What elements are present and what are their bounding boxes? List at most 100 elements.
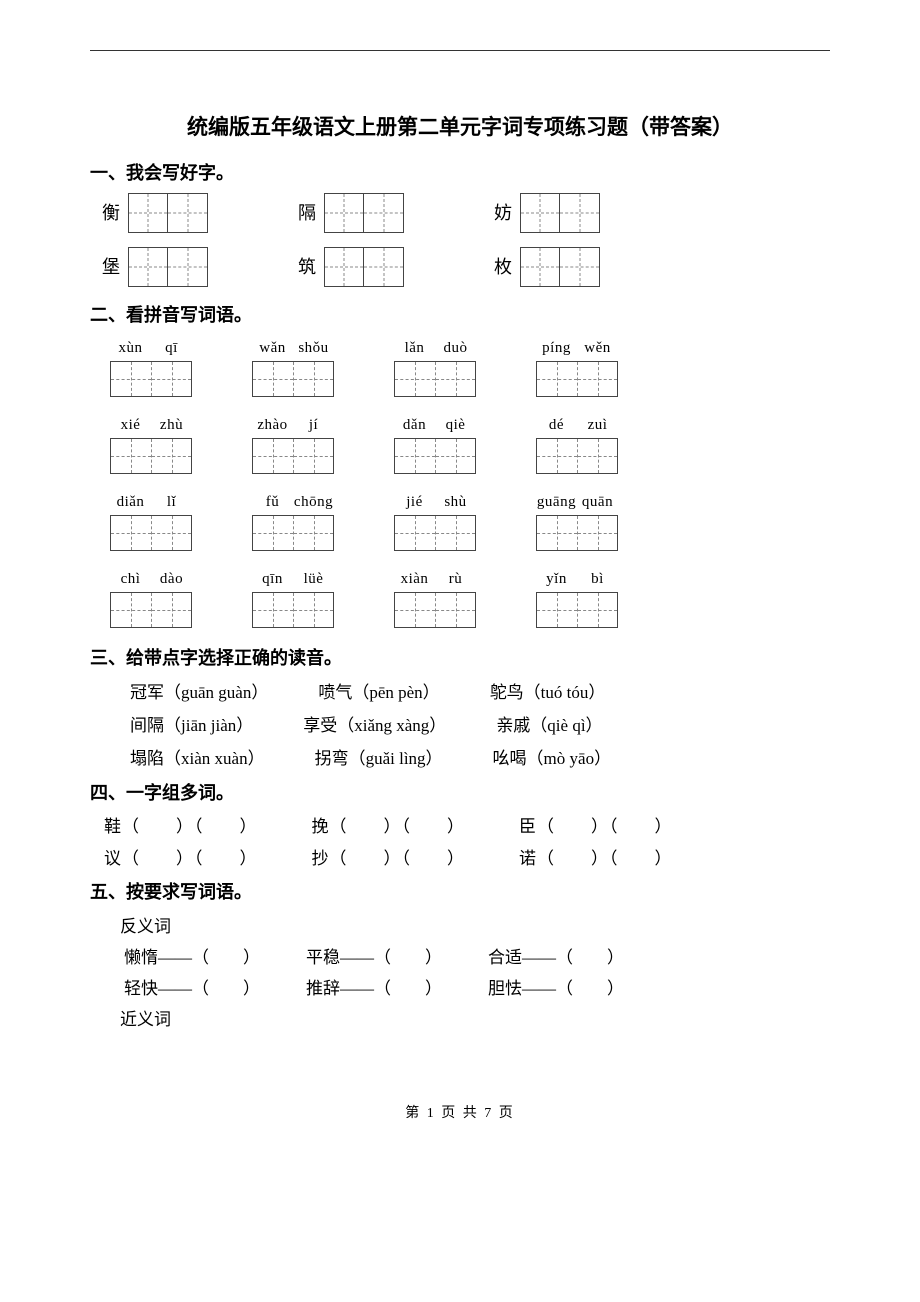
pinyin-syllable: lǎn xyxy=(394,336,435,360)
pinyin-syllable: duò xyxy=(435,336,476,360)
reading-choice-item: 鸵鸟（tuó tóu） xyxy=(490,679,606,706)
antonym-item: 合适——（ ） xyxy=(488,944,624,971)
pinyin-syllable: lǐ xyxy=(151,490,192,514)
sec2-row: chìdào qīnlüè xiànrù yǐnbì xyxy=(110,567,830,628)
write-box xyxy=(536,361,618,397)
sec4-row: 议（ ）（ ）抄（ ）（ ）诺（ ）（ ） xyxy=(104,845,830,872)
sec2-row: xiézhù zhàojí dǎnqiè dézuì xyxy=(110,413,830,474)
tian-pair xyxy=(128,193,208,233)
sec3-row: 塌陷（xiàn xuàn） 拐弯（guǎi lìng） 吆喝（mò yāo） xyxy=(130,745,830,772)
sec1-char: 堡 xyxy=(102,253,120,282)
pinyin-syllable: qīn xyxy=(252,567,293,591)
write-box xyxy=(394,592,476,628)
sec5-row: 懒惰——（ ） 平稳——（ ） 合适——（ ） xyxy=(124,944,830,971)
sec5-row: 轻快——（ ）推辞——（ ）胆怯——（ ） xyxy=(124,975,830,1002)
pinyin-syllable: guāng xyxy=(536,490,577,514)
section4-body: 鞋（ ）（ ）挽（ ）（ ）臣（ ）（ ）议（ ）（ ）抄（ ）（ ）诺（ ）（… xyxy=(104,813,830,871)
pinyin-labels: qīnlüè xyxy=(252,567,334,591)
pinyin-labels: jiéshù xyxy=(394,490,476,514)
pinyin-syllable: diǎn xyxy=(110,490,151,514)
word-form-item: 抄（ ）（ ） xyxy=(312,845,466,872)
write-box xyxy=(536,592,618,628)
section5-body: 反义词 懒惰——（ ）平稳——（ ）合适——（ ）轻快——（ ）推辞——（ ）胆… xyxy=(104,913,830,1034)
pinyin-group: xiànrù xyxy=(394,567,476,628)
pinyin-syllable: shù xyxy=(435,490,476,514)
sec5-sub1: 反义词 xyxy=(120,913,830,940)
tian-pair xyxy=(520,193,600,233)
pinyin-syllable: píng xyxy=(536,336,577,360)
pinyin-labels: guāngquān xyxy=(536,490,618,514)
section2-heading: 二、看拼音写词语。 xyxy=(90,301,830,330)
pinyin-group: fǔchōng xyxy=(252,490,334,551)
pinyin-labels: fǔchōng xyxy=(252,490,334,514)
pinyin-syllable: wǎn xyxy=(252,336,293,360)
sec1-char: 妨 xyxy=(494,199,512,228)
pinyin-labels: píngwěn xyxy=(536,336,618,360)
write-box xyxy=(536,438,618,474)
write-box xyxy=(110,438,192,474)
write-box xyxy=(252,515,334,551)
section5-heading: 五、按要求写词语。 xyxy=(90,878,830,907)
write-box xyxy=(110,515,192,551)
sec1-char: 枚 xyxy=(494,253,512,282)
pinyin-syllable: xùn xyxy=(110,336,151,360)
tian-pair xyxy=(324,247,404,287)
reading-choice-item: 塌陷（xiàn xuàn） xyxy=(130,745,265,772)
tian-pair xyxy=(520,247,600,287)
pinyin-syllable: chì xyxy=(110,567,151,591)
pinyin-group: qīnlüè xyxy=(252,567,334,628)
pinyin-labels: xùnqī xyxy=(110,336,192,360)
tian-pair xyxy=(324,193,404,233)
pinyin-group: wǎnshǒu xyxy=(252,336,334,397)
tian-pair xyxy=(128,247,208,287)
pinyin-group: diǎnlǐ xyxy=(110,490,192,551)
reading-choice-item: 吆喝（mò yāo） xyxy=(493,745,612,772)
pinyin-syllable: quān xyxy=(577,490,618,514)
pinyin-syllable: wěn xyxy=(577,336,618,360)
pinyin-group: píngwěn xyxy=(536,336,618,397)
antonym-item: 推辞——（ ） xyxy=(306,975,442,1002)
pinyin-syllable: lüè xyxy=(293,567,334,591)
pinyin-syllable: bì xyxy=(577,567,618,591)
pinyin-labels: yǐnbì xyxy=(536,567,618,591)
pinyin-syllable: chōng xyxy=(293,490,334,514)
pinyin-group: dézuì xyxy=(536,413,618,474)
sec2-row: diǎnlǐ fǔchōng jiéshù guāngquān xyxy=(110,490,830,551)
antonym-item: 懒惰——（ ） xyxy=(124,944,260,971)
write-box xyxy=(110,361,192,397)
page-title: 统编版五年级语文上册第二单元字词专项练习题（带答案） xyxy=(90,111,830,145)
pinyin-group: zhàojí xyxy=(252,413,334,474)
pinyin-group: dǎnqiè xyxy=(394,413,476,474)
pinyin-labels: lǎnduò xyxy=(394,336,476,360)
section1-heading: 一、我会写好字。 xyxy=(90,159,830,188)
section3-body: 冠军（guān guàn）喷气（pēn pèn）鸵鸟（tuó tóu）间隔（ji… xyxy=(130,679,830,773)
sec1-char: 筑 xyxy=(298,253,316,282)
pinyin-syllable: jié xyxy=(394,490,435,514)
antonym-item: 平稳——（ ） xyxy=(306,944,442,971)
page-footer: 第 1 页 共 7 页 xyxy=(90,1103,830,1125)
pinyin-syllable: rù xyxy=(435,567,476,591)
reading-choice-item: 间隔（jiān jiàn） xyxy=(130,712,253,739)
antonym-item: 轻快——（ ） xyxy=(124,975,260,1002)
pinyin-syllable: zuì xyxy=(577,413,618,437)
section4-heading: 四、一字组多词。 xyxy=(90,779,830,808)
sec1-item: 隔 xyxy=(298,193,404,233)
sec4-row: 鞋（ ）（ ）挽（ ）（ ）臣（ ）（ ） xyxy=(104,813,830,840)
sec1-char: 衡 xyxy=(102,199,120,228)
sec3-row: 间隔（jiān jiàn）享受（xiǎng xàng）亲戚（qiè qì） xyxy=(130,712,830,739)
reading-choice-item: 冠军（guān guàn） xyxy=(130,679,268,706)
pinyin-group: lǎnduò xyxy=(394,336,476,397)
sec1-item: 筑 xyxy=(298,247,404,287)
reading-choice-item: 亲戚（qiè qì） xyxy=(496,712,602,739)
pinyin-labels: chìdào xyxy=(110,567,192,591)
pinyin-labels: xiézhù xyxy=(110,413,192,437)
pinyin-syllable: dé xyxy=(536,413,577,437)
word-form-item: 议（ ）（ ） xyxy=(104,845,258,872)
pinyin-syllable: qiè xyxy=(435,413,476,437)
pinyin-group: xùnqī xyxy=(110,336,192,397)
pinyin-syllable: zhù xyxy=(151,413,192,437)
sec1-item: 堡 xyxy=(102,247,208,287)
write-box xyxy=(252,592,334,628)
reading-choice-item: 拐弯（guǎi lìng） xyxy=(315,745,443,772)
pinyin-syllable: qī xyxy=(151,336,192,360)
